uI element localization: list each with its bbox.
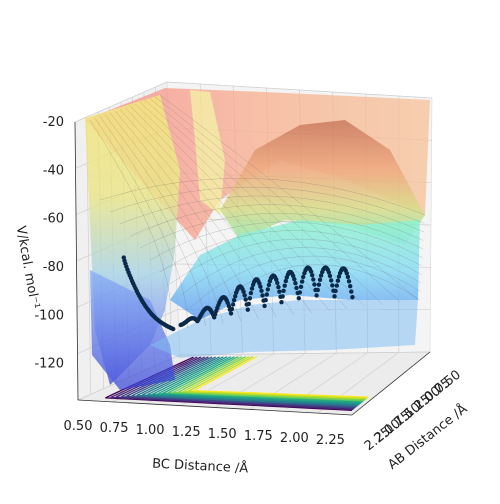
trajectory-point (259, 289, 263, 293)
trajectory-point (333, 289, 337, 293)
trajectory-point (332, 294, 336, 298)
trajectory-point (242, 293, 246, 297)
trajectory-point (249, 291, 253, 295)
y-axis-label: AB Distance /Å (385, 401, 471, 473)
trajectory-point (350, 295, 354, 299)
x-tick-label: 2.25 (316, 433, 345, 448)
trajectory-point (318, 278, 322, 282)
trajectory-point (310, 273, 314, 277)
z-tick-label: -20 (43, 115, 64, 130)
z-tick-label: -60 (43, 212, 64, 227)
x-tick-label: 2.00 (280, 431, 309, 446)
trajectory-point (300, 279, 304, 283)
trajectory-point (279, 300, 283, 304)
trajectory-point (301, 275, 305, 279)
trajectory-point (330, 283, 334, 287)
trajectory-point (277, 290, 281, 294)
z-tick-label: -40 (43, 163, 64, 178)
z-tick-label: -120 (34, 357, 64, 372)
x-tick-label: 1.25 (172, 425, 201, 440)
trajectory-point (346, 275, 350, 279)
trajectory-point (231, 302, 235, 306)
trajectory-point (293, 281, 297, 285)
trajectory-point (349, 289, 353, 293)
z-tick-labels: -20 -40 -60 -80 -100 -120 (34, 115, 64, 372)
trajectory-point (280, 294, 284, 298)
trajectory-point (266, 287, 270, 291)
trajectory-point (250, 286, 254, 290)
trajectory-point (294, 286, 298, 290)
trajectory-point (284, 279, 288, 283)
trajectory-point (267, 283, 271, 287)
trajectory-point (316, 288, 320, 292)
x-tick-label: 0.75 (100, 421, 129, 436)
x-tick-label: 1.50 (208, 427, 237, 442)
trajectory-point (299, 285, 303, 289)
trajectory-point (329, 278, 333, 282)
trajectory-point (258, 285, 262, 289)
trajectory-point (292, 277, 296, 281)
trajectory-point (264, 298, 268, 302)
trajectory-point (312, 282, 316, 286)
trajectory-point (232, 298, 236, 302)
trajectory-point (171, 327, 175, 331)
z-axis-label: V/kcal. mol⁻¹ (13, 225, 42, 310)
trajectory-point (335, 283, 339, 287)
y-tick-label: 0.50 (432, 367, 464, 397)
trajectory-point (230, 307, 234, 311)
trajectory-point (328, 274, 332, 278)
trajectory-point (262, 304, 266, 308)
trajectory-point (276, 285, 280, 289)
z-tick-label: -80 (43, 260, 64, 275)
trajectory-point (248, 296, 252, 300)
trajectory-point (283, 284, 287, 288)
x-tick-label: 1.00 (136, 423, 165, 438)
trajectory-point (311, 277, 315, 281)
trajectory-point (265, 292, 269, 296)
trajectory-point (314, 293, 318, 297)
x-tick-label: 0.50 (64, 419, 93, 434)
trajectory-point (348, 284, 352, 288)
trajectory-point (244, 297, 248, 301)
trajectory-point (347, 279, 351, 283)
trajectory-point (275, 281, 279, 285)
trajectory-point (260, 293, 264, 297)
trajectory-point (336, 279, 340, 283)
trajectory-point (317, 283, 321, 287)
trajectory-point (229, 311, 233, 315)
x-tick-label: 1.75 (244, 429, 273, 444)
trajectory-point (246, 308, 250, 312)
z-tick-label: -100 (34, 308, 64, 323)
trajectory-point (297, 296, 301, 300)
trajectory-point (298, 290, 302, 294)
trajectory-point (281, 289, 285, 293)
energy-surface (85, 88, 430, 390)
trajectory-point (247, 302, 251, 306)
x-tick-labels: 0.50 0.75 1.00 1.25 1.50 1.75 2.00 2.25 (64, 419, 345, 448)
x-axis-label: BC Distance /Å (152, 456, 249, 477)
